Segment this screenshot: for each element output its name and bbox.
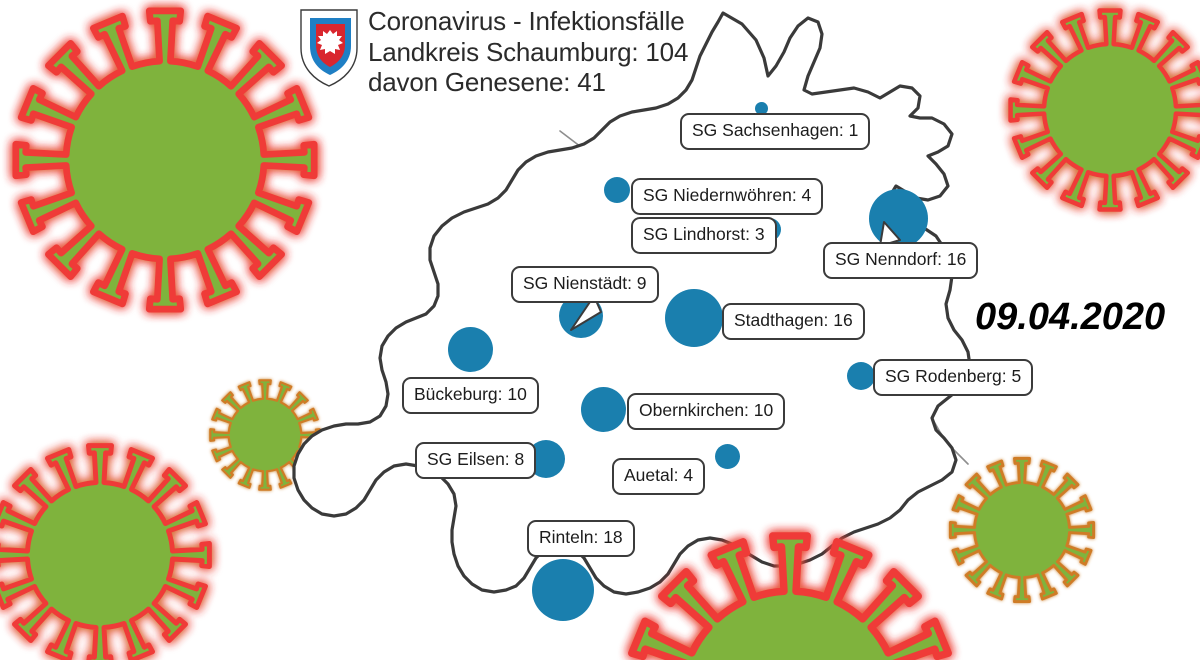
header-title-block: Coronavirus - Infektionsfälle Landkreis … (368, 6, 688, 98)
callout-lindhorst-text: SG Lindhorst: 3 (643, 224, 765, 244)
callout-rinteln-text: Rinteln: 18 (539, 527, 623, 547)
marker-rodenberg[interactable] (847, 362, 875, 390)
schaumburg-coat-of-arms-icon (300, 9, 358, 87)
header-line-2: Landkreis Schaumburg: 104 (368, 36, 689, 67)
callout-lindhorst[interactable]: SG Lindhorst: 3 (631, 217, 777, 254)
callout-sachsenhagen-text: SG Sachsenhagen: 1 (692, 120, 859, 140)
marker-rinteln[interactable] (532, 559, 594, 621)
callout-niedernwoehren[interactable]: SG Niedernwöhren: 4 (631, 178, 824, 215)
header-line-3: davon Genesene: 41 (368, 67, 606, 98)
marker-sachsenhagen[interactable] (754, 101, 768, 115)
callout-niedernwoehren-text: SG Niedernwöhren: 4 (643, 185, 812, 205)
marker-stadthagen[interactable] (665, 289, 723, 347)
marker-auetal[interactable] (714, 443, 740, 469)
virus-top-right (1008, 8, 1200, 212)
tail-nienstaedt (570, 295, 602, 331)
callout-obernkirchen[interactable]: Obernkirchen: 10 (627, 393, 786, 430)
callout-nienstaedt-text: SG Nienstädt: 9 (523, 273, 647, 293)
callout-eilsen-text: SG Eilsen: 8 (427, 449, 525, 469)
callout-bueckeburg-text: Bückeburg: 10 (414, 384, 527, 404)
callout-auetal-text: Auetal: 4 (624, 465, 694, 485)
header-line-1: Coronavirus - Infektionsfälle (368, 6, 685, 36)
callout-stadthagen-text: Stadthagen: 16 (734, 310, 853, 330)
callout-nienstaedt[interactable]: SG Nienstädt: 9 (511, 266, 659, 303)
virus-bottom-right (948, 456, 1096, 604)
marker-obernkirchen[interactable] (580, 386, 626, 432)
virus-bottom-center (628, 532, 952, 660)
callout-bueckeburg[interactable]: Bückeburg: 10 (402, 377, 539, 414)
callout-auetal[interactable]: Auetal: 4 (612, 458, 706, 495)
callout-rinteln[interactable]: Rinteln: 18 (527, 520, 635, 557)
callout-obernkirchen-text: Obernkirchen: 10 (639, 400, 774, 420)
date-stamp: 09.04.2020 (975, 296, 1166, 338)
callout-eilsen[interactable]: SG Eilsen: 8 (415, 442, 537, 479)
callout-rodenberg[interactable]: SG Rodenberg: 5 (873, 359, 1034, 396)
arms-nettle-leaf (317, 30, 343, 54)
virus-mid-left-small (209, 379, 321, 491)
virus-bottom-left (0, 443, 212, 660)
callout-stadthagen[interactable]: Stadthagen: 16 (722, 303, 865, 340)
callout-nenndorf[interactable]: SG Nenndorf: 16 (823, 242, 979, 279)
callout-nenndorf-text: SG Nenndorf: 16 (835, 249, 967, 269)
marker-bueckeburg[interactable] (447, 326, 493, 372)
marker-niedernwoehren[interactable] (604, 177, 630, 203)
callout-sachsenhagen[interactable]: SG Sachsenhagen: 1 (680, 113, 871, 150)
callout-rodenberg-text: SG Rodenberg: 5 (885, 366, 1022, 386)
virus-top-left (12, 7, 318, 313)
